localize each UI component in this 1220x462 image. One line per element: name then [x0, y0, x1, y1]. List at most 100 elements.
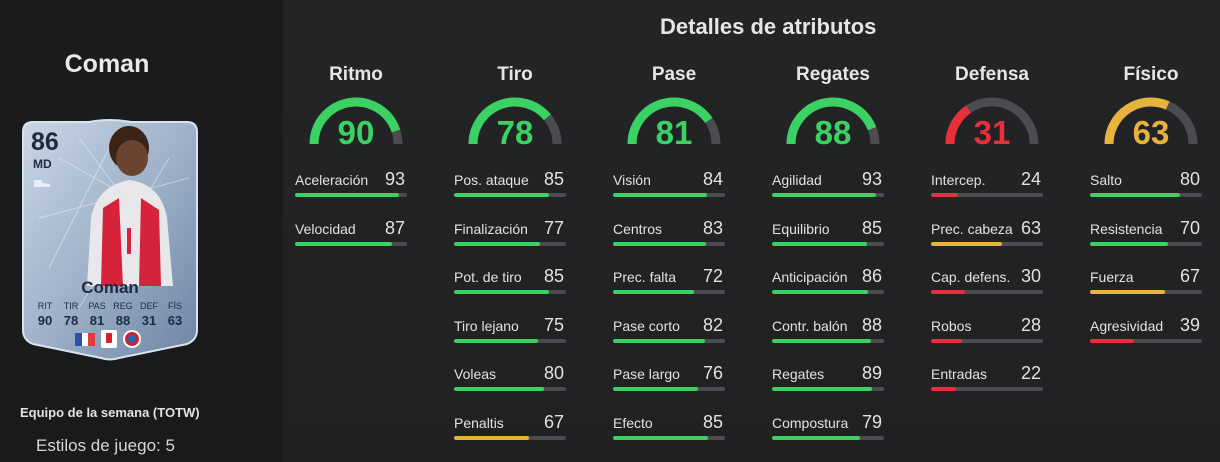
category-value: 63 — [1132, 114, 1170, 151]
attribute-bar-fill — [613, 338, 705, 343]
attribute-bar — [931, 193, 1043, 197]
category-value: 31 — [973, 114, 1011, 151]
attribute-bar — [613, 290, 725, 295]
card-stat-label: PAS — [88, 301, 106, 311]
attribute-name: Salto — [1090, 172, 1122, 188]
gauge-fill — [627, 97, 713, 145]
promo-label: Equipo de la semana (TOTW) — [20, 405, 200, 420]
gauge-arc — [945, 97, 1039, 145]
attribute-name: Prec. cabeza — [931, 220, 1013, 237]
bayern-icon — [123, 330, 141, 348]
category-title: Pase — [651, 64, 697, 85]
attribute-value: 77 — [543, 217, 564, 238]
card-stat-value: 90 — [37, 313, 53, 328]
gauge-arc — [468, 97, 562, 145]
attribute-name: Equilibrio — [772, 220, 830, 237]
attribute-bar — [295, 241, 407, 246]
attribute-value: 22 — [1020, 363, 1041, 384]
attribute-name: Aceleración — [295, 172, 369, 188]
attribute-row-finalizacion: Finalización 77 — [454, 217, 568, 257]
card-stat: REG 88 — [111, 301, 135, 328]
attribute-row-agresividad: Agresividad 39 — [1090, 315, 1204, 354]
france-flag-icon — [75, 332, 96, 346]
attribute-bar-fill — [1090, 241, 1169, 246]
attribute-value: 85 — [543, 266, 564, 287]
attribute-bar-fill — [772, 338, 871, 343]
player-card[interactable]: 86 MD Coman RIT 90 TIR 78 PAS 81 REG 88 DEF 3… — [19, 118, 201, 362]
category-gauge: 81 — [624, 94, 724, 151]
attribute-bar — [931, 290, 1043, 295]
attribute-value: 76 — [702, 363, 723, 384]
category-gauge: 90 — [306, 94, 406, 151]
attribute-bar — [1090, 241, 1202, 246]
attribute-name: Finalización — [454, 220, 528, 237]
category-title: Regates — [796, 64, 870, 85]
card-position: MD — [33, 157, 52, 171]
attribute-name: Centros — [613, 220, 663, 237]
attribute-value: 84 — [702, 169, 723, 189]
card-stat-value: 88 — [115, 313, 131, 328]
category-defensa: Defensa 31 — [932, 64, 1052, 151]
attribute-value: 67 — [1179, 266, 1200, 287]
attribute-bar — [931, 241, 1043, 246]
card-badges — [75, 330, 141, 348]
category-gauge: 31 — [942, 94, 1042, 151]
category-title: Físico — [1123, 64, 1179, 85]
attribute-bar-fill — [772, 193, 877, 197]
attribute-bar — [772, 193, 884, 197]
card-stats: RIT 90 TIR 78 PAS 81 REG 88 DEF 31 FÍS 63 — [33, 301, 187, 328]
attribute-row-entradas: Entradas 22 — [931, 363, 1045, 402]
attribute-bar — [454, 436, 566, 440]
attribute-bar — [931, 387, 1043, 392]
attribute-bar-fill — [1090, 290, 1166, 295]
gauge-fill — [309, 97, 401, 145]
attribute-value: 82 — [702, 314, 723, 335]
attribute-name: Anticipación — [772, 269, 848, 286]
attribute-bar — [772, 436, 884, 440]
attribute-bar — [454, 338, 566, 343]
attribute-bar — [772, 387, 884, 392]
attribute-name: Agresividad — [1090, 317, 1164, 334]
card-stat-value: 78 — [63, 313, 79, 328]
player-panel: Coman 86 MD Coman — [0, 0, 283, 462]
attribute-bar-fill — [772, 241, 868, 246]
attribute-row-pase-largo: Pase largo 76 — [613, 363, 727, 402]
attribute-bar — [772, 338, 884, 343]
gauge-fill — [945, 105, 972, 145]
attribute-name: Pot. de tiro — [454, 269, 522, 286]
attribute-bar-fill — [613, 193, 708, 197]
attribute-bar — [1090, 290, 1202, 295]
gauge-fill — [1104, 97, 1170, 145]
gauge-arc — [786, 97, 880, 145]
attribute-row-agilidad: Agilidad 93 — [772, 169, 886, 208]
attribute-bar — [1090, 193, 1202, 197]
attribute-row-cap-defens: Cap. defens. 30 — [931, 266, 1045, 305]
attribute-value: 93 — [861, 169, 882, 189]
attribute-name: Pos. ataque — [454, 172, 529, 188]
attribute-row-aceleracion: Aceleración 93 — [295, 169, 409, 208]
card-stat-label: TIR — [63, 301, 79, 311]
playstyles-count[interactable]: Estilos de juego: 5 — [36, 436, 175, 455]
attribute-bar-fill — [931, 290, 965, 295]
attribute-row-resistencia: Resistencia 70 — [1090, 218, 1204, 257]
attribute-bar — [613, 193, 725, 197]
attribute-value: 85 — [861, 217, 882, 238]
boot-icon — [34, 180, 50, 187]
attribute-bar-fill — [454, 290, 550, 295]
attribute-name: Entradas — [931, 366, 988, 383]
attribute-row-penaltis: Penaltis 67 — [454, 412, 568, 451]
attribute-bar-fill — [454, 387, 544, 392]
card-stat-label: RIT — [37, 301, 53, 311]
attribute-value: 88 — [861, 314, 882, 335]
card-overall: 86 — [31, 128, 59, 156]
attribute-name: Pase largo — [613, 366, 680, 383]
attribute-value: 67 — [543, 412, 564, 432]
attribute-value: 79 — [861, 412, 882, 432]
attribute-bar — [613, 387, 725, 392]
category-gauge: 78 — [465, 94, 565, 151]
attribute-value: 85 — [543, 169, 564, 189]
attribute-bar-fill — [931, 241, 1002, 246]
attribute-bar-fill — [772, 436, 861, 440]
attribute-name: Tiro lejano — [454, 317, 519, 334]
card-stat-value: 63 — [167, 313, 183, 328]
